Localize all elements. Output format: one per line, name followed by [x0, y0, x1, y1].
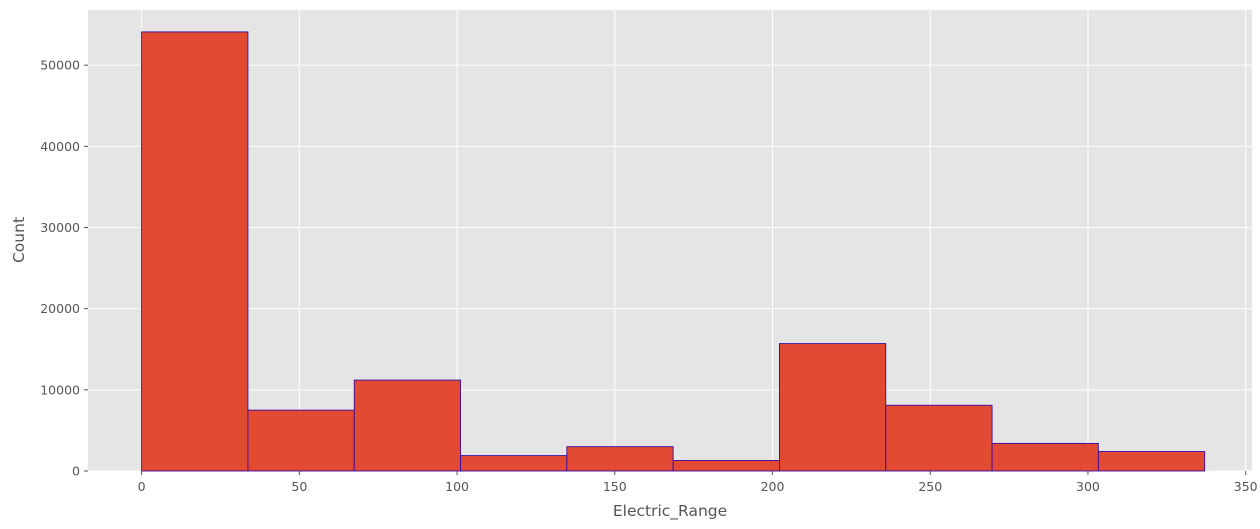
y-tick-label: 50000 — [40, 58, 80, 73]
y-axis-label: Count — [10, 217, 28, 263]
histogram-bar — [779, 343, 887, 472]
histogram-bar — [672, 459, 780, 472]
x-tick-label: 300 — [1076, 479, 1100, 494]
histogram-bar — [247, 409, 355, 472]
y-tick-label: 20000 — [40, 301, 80, 316]
histogram-bar — [460, 455, 568, 472]
grid-lines — [88, 10, 1252, 472]
histogram-bar — [1097, 451, 1206, 472]
x-axis-ticks: 0 50 100 150 200 250 300 350 — [138, 471, 1258, 494]
x-axis-label: Electric_Range — [613, 502, 727, 521]
x-tick-label: 250 — [918, 479, 942, 494]
x-tick-label: 200 — [761, 479, 785, 494]
histogram-bar — [991, 442, 1099, 472]
x-tick-label: 50 — [291, 479, 307, 494]
y-tick-label: 10000 — [40, 382, 80, 397]
x-tick-label: 150 — [603, 479, 627, 494]
y-tick-label: 40000 — [40, 139, 80, 154]
x-tick-label: 0 — [138, 479, 146, 494]
histogram-bar — [353, 379, 461, 472]
y-axis-ticks: 0 10000 20000 30000 40000 50000 — [40, 58, 88, 479]
histogram-bars — [141, 31, 1206, 472]
y-tick-label: 0 — [72, 464, 80, 479]
histogram-bar — [566, 446, 674, 472]
y-tick-label: 30000 — [40, 220, 80, 235]
histogram-bar — [141, 31, 249, 472]
x-tick-label: 100 — [445, 479, 469, 494]
histogram-bar — [885, 404, 993, 472]
x-tick-label: 350 — [1234, 479, 1258, 494]
plot-background — [88, 10, 1252, 471]
